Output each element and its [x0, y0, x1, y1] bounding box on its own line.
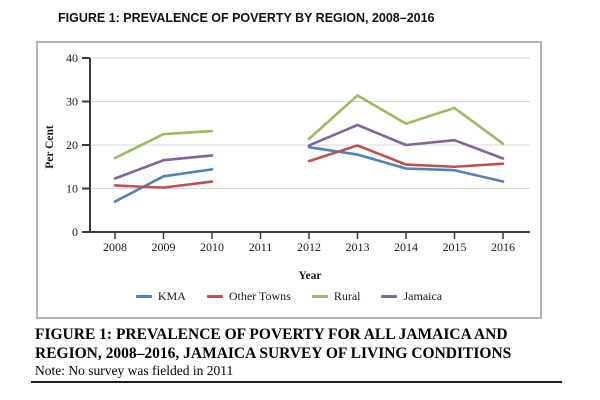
legend-marker-dash [206, 295, 223, 298]
x-tick-label: 2016 [491, 240, 515, 254]
legend-label: Rural [333, 289, 361, 303]
legend-marker-dash [135, 295, 152, 298]
x-tick-label: 2009 [152, 240, 176, 254]
caption-line-2: REGION, 2008–2016, JAMAICA SURVEY OF LIV… [35, 344, 512, 362]
series-line-rural [307, 94, 505, 145]
series-line-jamaica [113, 154, 214, 180]
y-tick-label: 20 [66, 138, 78, 152]
series-line-kma [113, 168, 214, 203]
y-tick-label: 30 [66, 95, 78, 109]
y-axis-label: Per Cent [44, 125, 56, 169]
figure-caption: FIGURE 1: PREVALENCE OF POVERTY FOR ALL … [35, 326, 555, 363]
x-axis-label: Year [298, 270, 322, 282]
figure-note: Note: No survey was fielded in 2011 [35, 363, 234, 378]
caption-line-1: FIGURE 1: PREVALENCE OF POVERTY FOR ALL … [35, 326, 508, 343]
series-line-other-towns [307, 144, 505, 169]
legend-item-other-towns: Other Towns [206, 289, 291, 304]
x-tick-label: 2011 [249, 240, 273, 254]
legend-label: KMA [157, 289, 186, 303]
legend-label: Other Towns [228, 289, 291, 303]
legend-item-jamaica: Jamaica [381, 289, 442, 304]
y-tick-label: 0 [72, 225, 78, 239]
x-tick-label: 2012 [297, 240, 321, 254]
divider-rule [31, 381, 562, 383]
figure-title: FIGURE 1: PREVALENCE OF POVERTY BY REGIO… [58, 11, 435, 25]
x-tick-label: 2008 [103, 240, 127, 254]
legend-item-rural: Rural [311, 289, 361, 304]
legend-marker-dash [311, 295, 328, 298]
x-tick-label: 2015 [443, 240, 467, 254]
chart-frame: 0 10 20 30 40 2008 2009 2010 2011 2012 2013 2014 201… [36, 41, 542, 319]
series-line-jamaica [307, 123, 505, 160]
legend-item-kma: KMA [135, 289, 186, 304]
series-line-rural [113, 129, 214, 160]
legend-label: Jamaica [403, 289, 443, 303]
series-line-other-towns [113, 180, 214, 189]
y-tick-label: 10 [66, 182, 78, 196]
x-tick-label: 2014 [394, 240, 418, 254]
series-line-kma [307, 145, 505, 183]
x-tick-label: 2010 [200, 240, 224, 254]
y-tick-label: 40 [66, 51, 78, 65]
legend-marker-dash [381, 295, 398, 298]
chart-legend: KMA Other Towns Rural Jamaica [38, 289, 540, 304]
x-tick-label: 2013 [346, 240, 370, 254]
chart-svg: 0 10 20 30 40 2008 2009 2010 2011 2012 2013 2014 201… [66, 51, 530, 254]
